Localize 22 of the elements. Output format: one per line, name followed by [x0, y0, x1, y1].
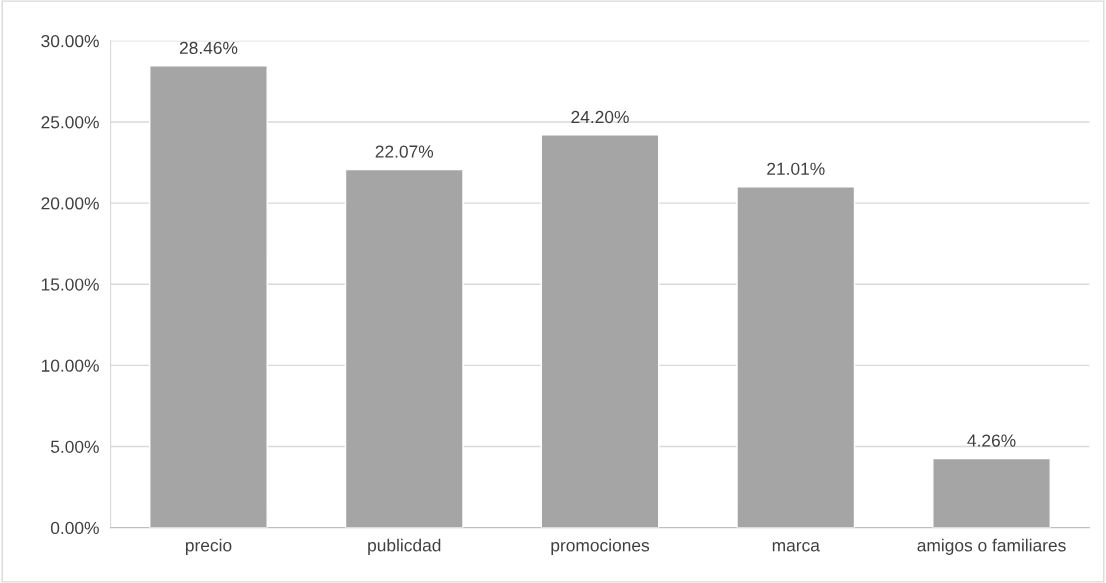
- data-label: 22.07%: [375, 145, 434, 158]
- bar: [344, 168, 464, 528]
- y-tick-label: 25.00%: [41, 116, 99, 129]
- y-tick-label: 15.00%: [41, 278, 99, 291]
- x-tick-label: publicdad: [368, 538, 441, 555]
- bar: [736, 185, 856, 528]
- bar: [932, 457, 1051, 528]
- y-tick-label: 10.00%: [41, 359, 99, 372]
- y-tick-label: 0.00%: [50, 521, 99, 535]
- y-tick-label: 5.00%: [50, 440, 99, 453]
- x-tick-label: marca: [772, 541, 820, 552]
- bar: [149, 65, 268, 528]
- data-label: 4.26%: [967, 434, 1016, 447]
- data-label: 24.20%: [571, 110, 629, 124]
- y-tick-label: 20.00%: [41, 197, 99, 210]
- x-tick-label: promociones: [551, 538, 650, 555]
- x-tick-label: amigos o familiares: [917, 538, 1066, 555]
- x-tick-label: precio: [185, 538, 232, 555]
- y-tick-label: 30.00%: [41, 34, 99, 48]
- bar: [540, 134, 660, 528]
- data-label: 21.01%: [767, 162, 825, 175]
- data-label: 28.46%: [179, 41, 238, 55]
